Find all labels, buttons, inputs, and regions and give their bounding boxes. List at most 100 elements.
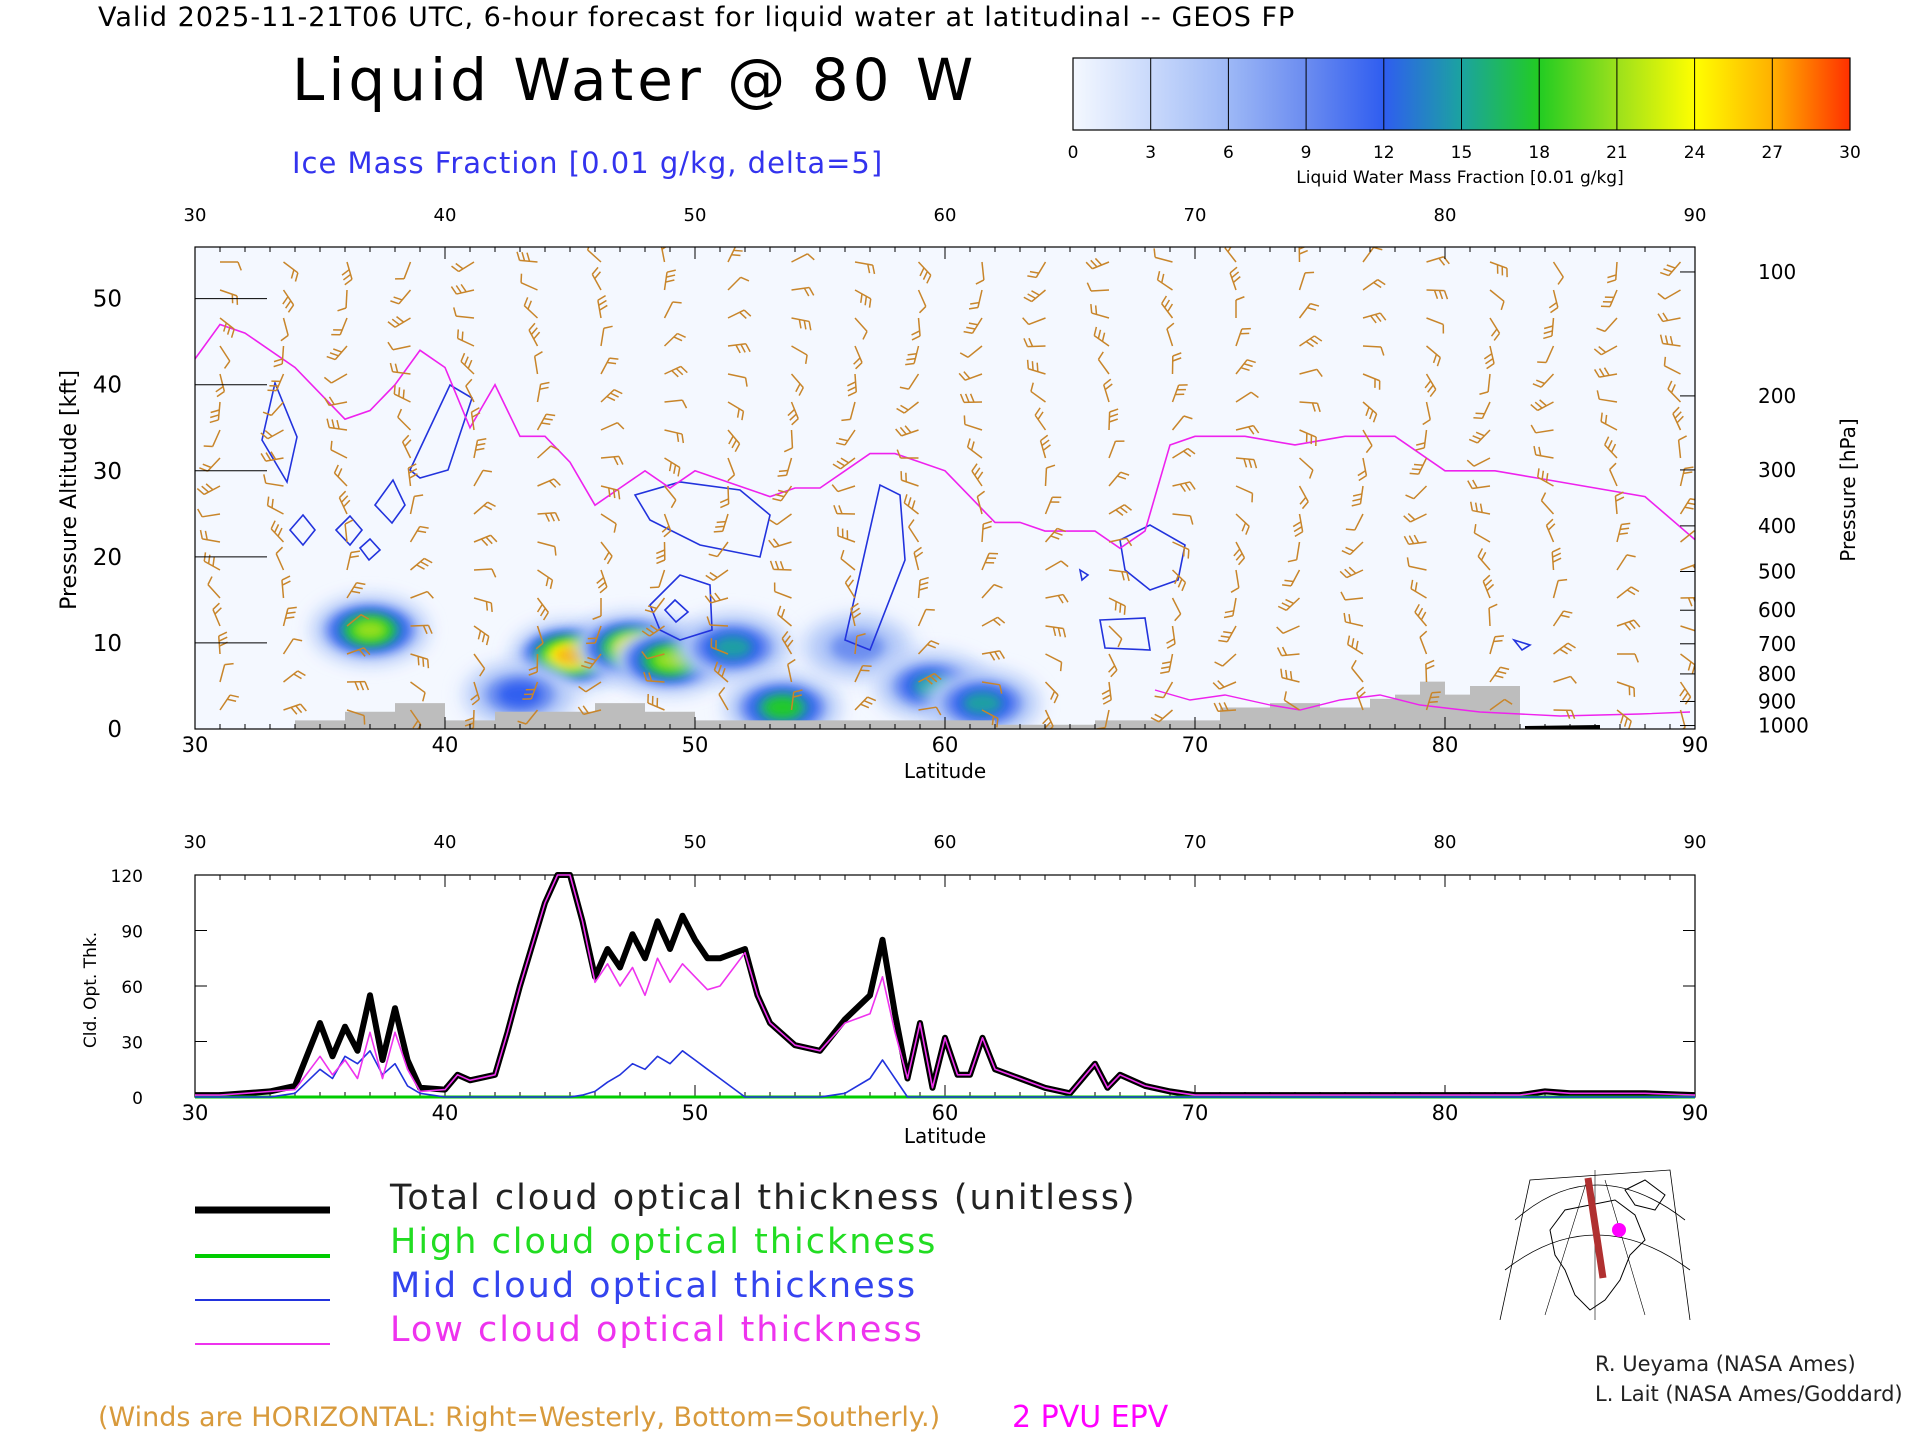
wind-barb [1150,709,1173,723]
wind-barb [1233,541,1246,566]
wind-barb [1172,447,1196,459]
wind-barb [1034,407,1047,431]
wind-barb [1292,513,1304,538]
colorbar-tick-label: 30 [1839,143,1861,163]
wind-barb [326,345,348,361]
legend-total-label: Total cloud optical thickness (unitless) [390,1178,1137,1218]
wind-barb [663,332,686,347]
wind-barb [212,602,222,627]
wind-barb [473,437,487,459]
wind-barb [1277,597,1301,611]
wind-barb [281,575,291,599]
wind-barb [337,289,348,312]
wind-barb [460,352,475,375]
location-marker [1612,1223,1626,1237]
wind-barb [600,455,624,466]
wind-barb [1543,317,1555,340]
wind-barb [1214,653,1237,667]
wind-barb [790,373,804,396]
wind-barb [1489,317,1501,341]
wind-barb [197,508,221,518]
wind-barb [1533,445,1554,459]
wind-barb [773,582,792,599]
wind-barb [1677,435,1687,459]
wind-barb [918,706,942,716]
colorbar-tick-label: 3 [1145,143,1156,163]
wind-barb [1044,496,1062,515]
wind-barb [1280,668,1300,683]
wind-barb [1680,596,1695,607]
plot-background [195,247,1695,729]
wind-barb [1299,429,1317,447]
wind-barb [470,407,481,431]
x-top-tick-label: 70 [1184,205,1207,226]
wind-barb [1108,440,1125,459]
pressure-tick-label: 700 [1758,632,1796,656]
wind-barb [647,693,665,711]
wind-barb [1362,312,1387,324]
wind-barb [1229,266,1241,291]
wind-barb [1235,327,1251,347]
pvu-legend-note: 2 PVU EPV [1012,1400,1169,1435]
wind-barb [1537,468,1554,487]
x-tick-label: 80 [1432,1101,1459,1125]
wind-barb [1026,359,1046,375]
x-tick-label: 30 [182,733,209,757]
wind-barb [917,576,929,599]
ice-contour [373,478,406,525]
wind-barb [536,413,556,431]
wind-barb [528,653,539,676]
wind-barb [323,396,348,407]
wind-barb [1340,591,1364,601]
wind-barb [473,653,486,677]
wind-barb [1659,334,1681,347]
wind-barb [410,681,426,702]
wind-barb [1477,548,1491,571]
wind-barb [470,681,480,706]
wind-barb [1489,698,1513,711]
wind-barb [844,575,856,599]
colorbar-tick-label: 0 [1068,143,1079,163]
wind-barb [397,408,412,431]
ice-contour [261,380,298,485]
wind-barb [409,494,424,515]
winds-note: (Winds are HORIZONTAL: Right=Westerly, B… [98,1402,941,1433]
y-tick-label: 10 [93,631,122,657]
wind-barb [1108,537,1133,547]
wind-barb [346,581,366,599]
wind-barb [1672,406,1684,431]
wind-barb [346,614,370,627]
wind-barb [1045,625,1067,638]
wind-barb [768,513,792,526]
wind-barb [1108,471,1130,487]
wind-barb [1657,289,1681,300]
x-tick-label: 30 [182,1101,209,1125]
wind-barb [330,440,348,459]
x-axis-label: Latitude [904,759,986,783]
wind-barb [596,569,608,594]
wind-barb [533,351,543,375]
wind-barb [260,451,284,462]
x-tick-label: 50 [682,733,709,757]
wind-barb [649,569,666,589]
y-axis-label: Cld. Opt. Thk. [81,932,101,1048]
pressure-tick-label: 1000 [1758,714,1809,738]
wind-barb [410,590,434,599]
wind-barb [1467,479,1491,490]
wind-barb [1679,709,1686,729]
y-tick-label: 0 [107,717,122,743]
low-optical-thickness-line [195,874,1696,1096]
wind-barb [1362,279,1386,291]
wind-barb [850,602,862,627]
wind-barb [663,485,677,509]
wind-barb [1341,541,1364,556]
wind-barb [389,362,411,375]
liquid-water-blob [674,615,791,680]
wind-barb [1154,681,1174,699]
wind-barb [1343,612,1364,627]
colorbar: 0 3 6 9 12 15 18 21 24 27 30 Liquid Water Mass Fra… [1068,57,1861,188]
wind-barb [833,504,856,515]
wind-barb [1356,686,1366,711]
wind-barb [641,624,665,637]
wind-barb [727,401,745,421]
